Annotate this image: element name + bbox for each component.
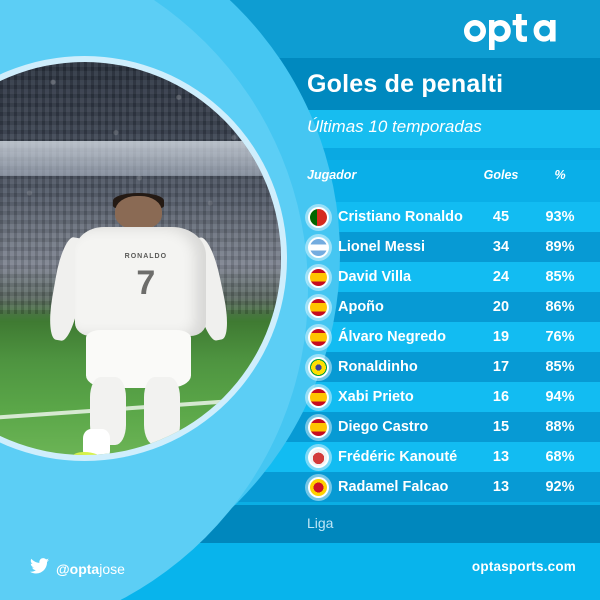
spain-flag-icon (308, 326, 329, 348)
page-title: Goles de penalti (307, 70, 504, 98)
player-name: Cristiano Ronaldo (338, 209, 463, 225)
player-goals: 19 (492, 329, 510, 345)
column-header-goals: Goles (483, 168, 519, 182)
competition-label: Liga (307, 515, 334, 531)
table-row[interactable]: Ronaldinho 17 85% (0, 352, 600, 382)
spain-flag-icon (308, 296, 329, 318)
player-goals: 34 (492, 239, 510, 255)
player-name: Frédéric Kanouté (338, 449, 458, 465)
spain-flag-icon (308, 386, 329, 408)
player-percent: 92% (545, 479, 575, 495)
player-name: Lionel Messi (338, 239, 426, 255)
player-goals: 15 (492, 419, 510, 435)
table-row[interactable]: Frédéric Kanouté 13 68% (0, 442, 600, 472)
table-row[interactable]: Diego Castro 15 88% (0, 412, 600, 442)
player-name: Ronaldinho (338, 359, 418, 375)
player-percent: 85% (545, 359, 575, 375)
opta-logo (458, 14, 576, 50)
player-name: Álvaro Negredo (338, 329, 446, 345)
player-percent: 89% (545, 239, 575, 255)
player-goals: 13 (492, 449, 510, 465)
column-header-pct: % (554, 168, 566, 182)
player-percent: 86% (545, 299, 575, 315)
photo-player-figure: RONALDO 7 (44, 193, 242, 455)
table-row[interactable]: Álvaro Negredo 19 76% (0, 322, 600, 352)
player-name: Radamel Falcao (338, 479, 449, 495)
player-goals: 45 (492, 209, 510, 225)
table-row[interactable]: Cristiano Ronaldo 45 93% (0, 202, 600, 232)
twitter-handle-at: @opta (56, 560, 100, 577)
player-goals: 20 (492, 299, 510, 315)
player-goals: 17 (492, 359, 510, 375)
player-percent: 68% (545, 449, 575, 465)
table-row[interactable]: Radamel Falcao 13 92% (0, 472, 600, 502)
table-row[interactable]: Lionel Messi 34 89% (0, 232, 600, 262)
table-row[interactable]: Xabi Prieto 16 94% (0, 382, 600, 412)
player-goals: 24 (492, 269, 510, 285)
page-subtitle: Últimas 10 temporadas (307, 117, 482, 136)
player-percent: 93% (545, 209, 575, 225)
photo-shirt-number: 7 (136, 263, 156, 302)
portugal-flag-icon (308, 206, 329, 228)
player-percent: 94% (545, 389, 575, 405)
twitter-handle-name: jose (99, 560, 125, 577)
spain-flag-icon (308, 416, 329, 438)
argentina-flag-icon (308, 236, 329, 258)
twitter-icon (30, 558, 49, 579)
player-percent: 85% (545, 269, 575, 285)
brazil-flag-icon (308, 356, 329, 378)
website-label[interactable]: optasports.com (471, 559, 576, 574)
photo-shirt-name: RONALDO (124, 252, 168, 260)
twitter-handle: @optajose (56, 561, 125, 577)
mali-flag-icon (308, 446, 329, 468)
player-photo: RONALDO 7 (0, 62, 281, 455)
player-name: Apoño (338, 299, 384, 315)
player-percent: 76% (545, 329, 575, 345)
table-row[interactable]: Apoño 20 86% (0, 292, 600, 322)
player-name: Xabi Prieto (338, 389, 414, 405)
column-header-player: Jugador (307, 168, 357, 182)
player-goals: 13 (492, 479, 510, 495)
player-name: David Villa (338, 269, 412, 285)
spain-flag-icon (308, 266, 329, 288)
twitter-credit[interactable]: @optajose (30, 558, 125, 579)
player-goals: 16 (492, 389, 510, 405)
player-name: Diego Castro (338, 419, 429, 435)
colombia-flag-icon (308, 476, 329, 498)
player-percent: 88% (545, 419, 575, 435)
table-row[interactable]: David Villa 24 85% (0, 262, 600, 292)
